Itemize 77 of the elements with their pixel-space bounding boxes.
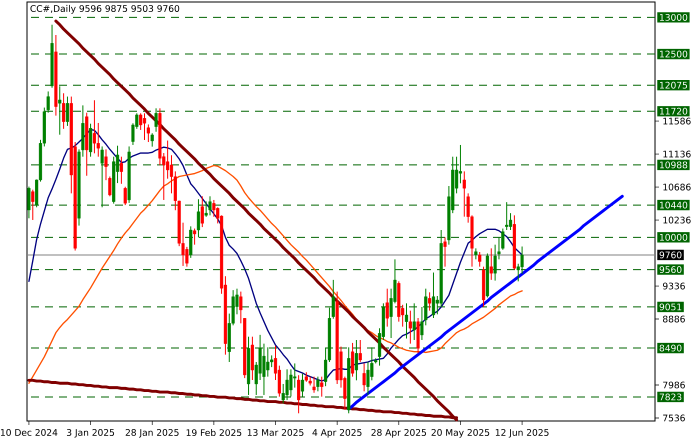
x-tick-label: 13 Mar 2025	[248, 429, 304, 436]
ref-line-label: 12500	[660, 50, 688, 58]
candlestick	[196, 198, 200, 238]
candlestick	[150, 132, 154, 148]
candlestick	[412, 302, 416, 340]
candlestick	[366, 361, 370, 396]
candlestick	[432, 272, 436, 318]
candlestick	[88, 123, 92, 158]
candlestick	[304, 372, 308, 382]
candlestick	[300, 373, 304, 398]
candlestick	[100, 146, 104, 208]
candlestick	[490, 248, 493, 280]
candlestick	[193, 228, 196, 246]
candlestick	[478, 252, 482, 268]
candlestick	[404, 302, 408, 340]
candlestick	[316, 376, 320, 392]
x-tick-label: 12 Jun 2025	[496, 429, 549, 438]
candlestick	[62, 92, 66, 130]
candlestick	[320, 376, 324, 398]
candlestick	[474, 248, 478, 260]
x-tick-label: 10 Dec 2024	[0, 429, 58, 436]
ref-line-label: 10440	[660, 202, 688, 209]
ref-line-label: 8490	[660, 344, 682, 352]
candlestick	[362, 362, 366, 392]
x-tick-label: 19 Feb 2025	[186, 429, 242, 436]
ref-line-label: 10000	[660, 234, 688, 241]
candlestick	[358, 339, 362, 362]
ref-line-label: 13000	[660, 14, 688, 21]
candlestick	[27, 186, 31, 219]
candlestick	[204, 200, 208, 218]
ref-line-label: 11720	[660, 108, 688, 115]
chart-title: CC#,Daily 9596 9875 9503 9760	[30, 4, 180, 14]
x-tick-label: 28 Apr 2025	[371, 429, 426, 438]
ref-line-label: 12075	[660, 82, 688, 89]
candlestick	[266, 346, 270, 378]
candlestick	[350, 342, 354, 378]
ref-line-label: 7823	[660, 394, 682, 400]
y-tick-label: 11586	[663, 118, 691, 124]
x-tick-label: 28 Jan 2025	[126, 429, 179, 438]
candlestick	[208, 196, 212, 216]
candlestick	[508, 212, 512, 231]
candlestick	[505, 202, 508, 231]
y-tick-label: 10686	[663, 184, 691, 190]
y-tick-label: 9336	[662, 282, 685, 290]
candlestick	[154, 108, 158, 132]
candlestick	[386, 288, 389, 328]
candlestick	[428, 292, 432, 312]
ref-line-label: 10988	[660, 161, 688, 168]
candlestick	[58, 86, 62, 136]
y-tick-label: 10236	[663, 216, 691, 224]
candlestick	[520, 246, 524, 274]
candlestick	[66, 96, 70, 126]
y-tick-label: 8886	[662, 316, 685, 322]
x-tick-label: 4 Apr 2025	[312, 429, 362, 438]
x-tick-label: 3 Jan 2025	[66, 429, 114, 438]
candlestick	[124, 186, 127, 206]
candlestick	[92, 100, 96, 154]
candlestick	[142, 112, 146, 140]
candlestick	[285, 368, 289, 401]
candlestick	[312, 376, 316, 394]
y-tick-label: 7986	[663, 382, 685, 388]
ref-line-label: 9760	[660, 252, 682, 258]
candlestick	[462, 170, 466, 218]
candlestick	[354, 339, 358, 381]
ref-line-label: 9560	[660, 266, 682, 274]
candlestick	[408, 310, 412, 344]
x-tick-label: 20 May 2025	[432, 429, 490, 438]
candlestick	[443, 236, 447, 268]
candlestick	[200, 196, 204, 228]
y-tick-label: 11136	[663, 150, 691, 158]
candlestick	[297, 374, 300, 414]
y-tick-label: 7536	[663, 414, 685, 422]
candlestick	[293, 362, 296, 388]
ref-line-label: 9051	[660, 303, 682, 310]
candlestick	[120, 156, 123, 184]
candlestick	[31, 189, 34, 220]
candlestick	[289, 368, 293, 397]
